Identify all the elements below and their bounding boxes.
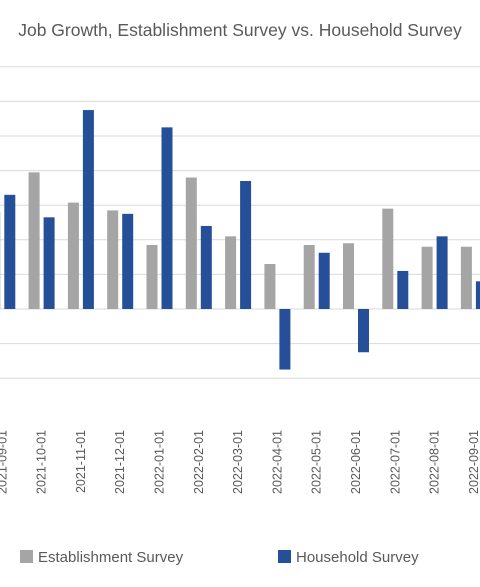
x-tick-label: 2022-05-01 xyxy=(310,430,324,494)
bar-household-survey xyxy=(436,236,448,309)
bar-establishment-survey xyxy=(382,208,394,309)
bar-household-survey xyxy=(358,309,369,353)
x-tick-label: 2021-11-01 xyxy=(74,430,88,493)
legend-swatch xyxy=(20,550,33,563)
gridlines xyxy=(0,66,480,379)
bar-household-survey xyxy=(43,217,55,309)
bar-establishment-survey xyxy=(225,236,237,309)
x-tick-label: 2021-12-01 xyxy=(113,430,127,494)
legend-label: Establishment Survey xyxy=(38,549,184,566)
bar-establishment-survey xyxy=(343,243,354,309)
x-tick-label: 2022-06-01 xyxy=(349,430,363,494)
bar-household-survey xyxy=(397,270,409,309)
bar-household-survey xyxy=(122,213,134,309)
x-tick-label: 2022-04-01 xyxy=(270,430,284,494)
bar-establishment-survey xyxy=(185,177,197,309)
bars xyxy=(0,110,480,370)
bar-household-survey xyxy=(318,252,330,309)
x-tick-label: 2022-07-01 xyxy=(388,430,402,494)
x-tick-label: 2022-01-01 xyxy=(153,430,167,494)
bar-establishment-survey xyxy=(28,172,40,309)
bar-establishment-survey xyxy=(303,244,315,309)
bar-household-survey xyxy=(4,194,16,309)
x-tick-label: 2022-02-01 xyxy=(192,430,206,494)
bar-household-survey xyxy=(240,180,252,309)
bar-establishment-survey xyxy=(146,244,158,309)
bar-establishment-survey xyxy=(460,246,472,309)
x-tick-label: 2022-08-01 xyxy=(428,430,442,494)
bar-establishment-survey xyxy=(107,210,119,309)
bar-household-survey xyxy=(475,281,480,309)
bar-household-survey xyxy=(82,110,94,309)
x-tick-label: 2022-03-01 xyxy=(231,430,245,494)
bar-establishment-survey xyxy=(421,246,433,309)
chart-title: Job Growth, Establishment Survey vs. Hou… xyxy=(18,20,462,40)
bar-establishment-survey xyxy=(67,202,79,309)
bar-household-survey xyxy=(161,127,173,309)
bar-establishment-survey xyxy=(264,264,276,309)
legend-swatch xyxy=(278,550,291,563)
bar-household-survey xyxy=(200,225,212,309)
legend-label: Household Survey xyxy=(296,549,419,566)
bar-household-survey xyxy=(279,309,291,370)
legend: Establishment Survey Household Survey xyxy=(20,549,419,566)
x-tick-label: 2021-10-01 xyxy=(35,430,49,494)
x-tick-label: 2021-09-01 xyxy=(0,430,9,494)
x-tick-label: 2022-09-01 xyxy=(467,430,480,494)
x-axis-tick-labels: 2021-08-012021-09-012021-10-012021-11-01… xyxy=(0,430,480,494)
